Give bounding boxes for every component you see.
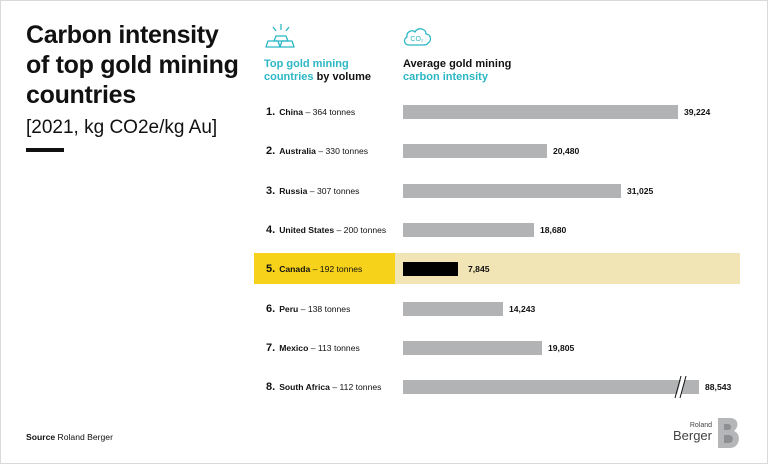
rank-mexico: 7. (266, 342, 276, 354)
bar-australia (403, 144, 547, 158)
row-label-russia: 3. Russia – 307 tonnes (266, 185, 359, 197)
value-label-canada: 7,845 (468, 264, 490, 274)
rank-china: 1. (266, 106, 276, 118)
value-label-mexico: 19,805 (548, 343, 575, 353)
axis-break-marker (674, 376, 687, 398)
bar-china (403, 105, 678, 119)
volume-label-peru: 138 tonnes (307, 304, 351, 314)
category-label-russia: Russia (279, 186, 308, 196)
value-label-peru: 14,243 (509, 304, 536, 314)
value-label-south-africa: 88,543 (705, 382, 732, 392)
right-column-header: Average gold mining carbon intensity (403, 58, 511, 84)
volume-label-russia: 307 tonnes (316, 186, 360, 196)
bar-russia (403, 184, 621, 198)
label-separator: – (334, 225, 344, 235)
row-label-canada: 5. Canada – 192 tonnes (266, 263, 362, 275)
left-column-header: Top gold mining countries by volume (264, 58, 371, 84)
category-label-canada: Canada (279, 264, 311, 274)
co2-icon-text: CO₂ (410, 36, 424, 43)
left-header-part1: Top gold mining (264, 58, 349, 70)
source-text: Roland Berger (57, 432, 113, 442)
left-header-part2: countries (264, 71, 314, 83)
bar-south-africa (403, 380, 699, 394)
volume-label-south-africa: 112 tonnes (339, 382, 382, 392)
label-separator: – (315, 146, 326, 156)
volume-label-australia: 330 tonnes (325, 146, 369, 156)
value-label-china: 39,224 (684, 107, 711, 117)
bar-canada (403, 262, 458, 276)
chart-subtitle: [2021, kg CO2e/kg Au] (26, 117, 218, 138)
label-separator: – (329, 382, 340, 392)
chart-title: Carbon intensity of top gold mining coun… (26, 21, 239, 109)
label-separator: – (310, 264, 320, 274)
roland-berger-logo: Roland Berger (673, 418, 739, 448)
category-label-mexico: Mexico (279, 343, 309, 353)
rank-australia: 2. (266, 145, 276, 157)
label-separator: – (298, 304, 308, 314)
volume-label-china: 364 tonnes (312, 107, 356, 117)
rank-peru: 6. (266, 303, 276, 315)
rank-russia: 3. (266, 185, 276, 197)
co2-cloud-icon: CO₂ (403, 28, 432, 46)
right-header-part1: Average gold mining (403, 58, 512, 70)
label-separator: – (303, 107, 313, 117)
logo-text-small: Roland (690, 422, 712, 429)
row-label-china: 1. China – 364 tonnes (266, 106, 355, 118)
label-separator: – (307, 186, 317, 196)
row-label-australia: 2. Australia – 330 tonnes (266, 145, 368, 157)
value-label-russia: 31,025 (627, 186, 654, 196)
value-label-australia: 20,480 (553, 146, 580, 156)
value-label-united-states: 18,680 (540, 225, 567, 235)
volume-label-united-states: 200 tonnes (343, 225, 387, 235)
logo-text-large: Berger (673, 428, 713, 443)
category-label-australia: Australia (279, 146, 316, 156)
right-header-part2: carbon intensity (403, 71, 488, 83)
row-label-peru: 6. Peru – 138 tonnes (266, 303, 350, 315)
category-label-china: China (279, 107, 304, 117)
row-label-mexico: 7. Mexico – 113 tonnes (266, 342, 360, 354)
rank-south-africa: 8. (266, 381, 276, 393)
label-separator: – (308, 343, 318, 353)
source-label: Source (26, 432, 56, 442)
bar-peru (403, 302, 503, 316)
bar-united-states (403, 223, 534, 237)
source-note: Source Roland Berger (26, 432, 113, 442)
category-label-south-africa: South Africa (279, 382, 330, 392)
volume-label-mexico: 113 tonnes (317, 343, 360, 353)
left-header-part3: by volume (316, 71, 371, 83)
row-label-south-africa: 8. South Africa – 112 tonnes (266, 381, 381, 393)
category-label-peru: Peru (279, 304, 299, 314)
rank-united-states: 4. (266, 224, 276, 236)
category-label-united-states: United States (279, 225, 335, 235)
row-label-united-states: 4. United States – 200 tonnes (266, 224, 386, 236)
title-underline (26, 148, 64, 152)
highlight-label-band (254, 253, 395, 284)
rank-canada: 5. (266, 263, 276, 275)
bar-mexico (403, 341, 542, 355)
gold-bars-icon (265, 24, 295, 48)
volume-label-canada: 192 tonnes (319, 264, 363, 274)
